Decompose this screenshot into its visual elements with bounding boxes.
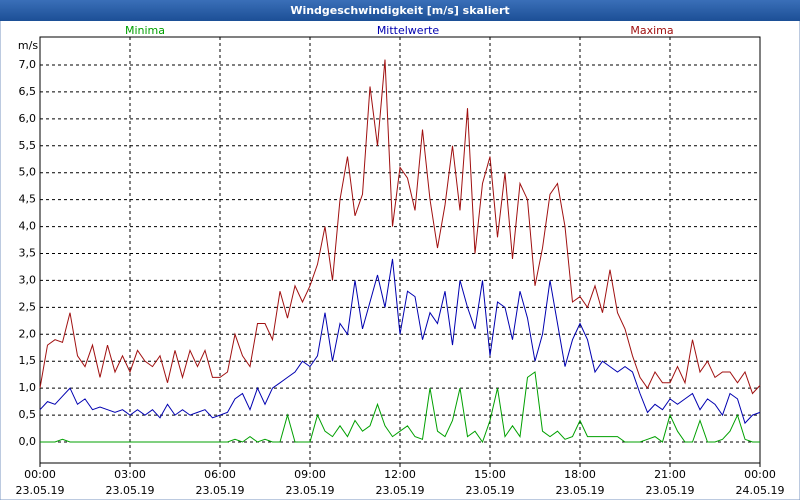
x-tick-date: 24.05.19: [736, 484, 785, 497]
y-tick-label: 2,5: [19, 300, 37, 313]
x-tick-date: 23.05.19: [196, 484, 245, 497]
line-series: [39, 258, 761, 425]
y-tick-label: 7,0: [19, 58, 37, 71]
x-tick-date: 23.05.19: [646, 484, 695, 497]
y-tick-label: 6,0: [19, 112, 37, 125]
legend-label: Minima: [125, 24, 165, 37]
y-tick-label: 5,5: [19, 139, 37, 152]
y-tick-label: 4,0: [19, 220, 37, 233]
plot-frame: [39, 36, 761, 464]
legend-label: Mittelwerte: [377, 24, 440, 37]
title-bar: [0, 0, 800, 21]
y-tick-label: 1,0: [19, 381, 37, 394]
y-tick-label: 3,5: [19, 247, 37, 260]
x-tick-label: 03:00: [114, 468, 146, 481]
y-tick-label: 2,0: [19, 327, 37, 340]
line-series: [39, 59, 761, 395]
x-tick-label: 00:00: [744, 468, 776, 481]
x-tick-label: 21:00: [654, 468, 686, 481]
x-tick-date: 23.05.19: [106, 484, 155, 497]
x-tick-date: 23.05.19: [556, 484, 605, 497]
x-tick-label: 18:00: [564, 468, 596, 481]
x-tick-label: 09:00: [294, 468, 326, 481]
y-tick-label: 5,0: [19, 166, 37, 179]
y-tick-label: 4,5: [19, 193, 37, 206]
y-tick-label: 1,5: [19, 354, 37, 367]
y-tick-label: 3,0: [19, 273, 37, 286]
x-tick-date: 23.05.19: [466, 484, 515, 497]
y-tick-label: 0,0: [19, 435, 37, 448]
x-tick-label: 06:00: [204, 468, 236, 481]
y-axis-label: m/s: [18, 39, 38, 52]
x-tick-label: 12:00: [384, 468, 416, 481]
x-tick-label: 15:00: [474, 468, 506, 481]
x-tick-date: 23.05.19: [286, 484, 335, 497]
line-series: [40, 371, 760, 444]
x-tick-date: 23.05.19: [376, 484, 425, 497]
y-tick-label: 0,5: [19, 408, 37, 421]
chart-title: Windgeschwindigkeit [m/s] skaliert: [290, 4, 509, 17]
x-tick-label: 00:00: [24, 468, 56, 481]
x-tick-date: 23.05.19: [16, 484, 65, 497]
y-tick-label: 6,5: [19, 85, 37, 98]
legend-label: Maxima: [630, 24, 673, 37]
